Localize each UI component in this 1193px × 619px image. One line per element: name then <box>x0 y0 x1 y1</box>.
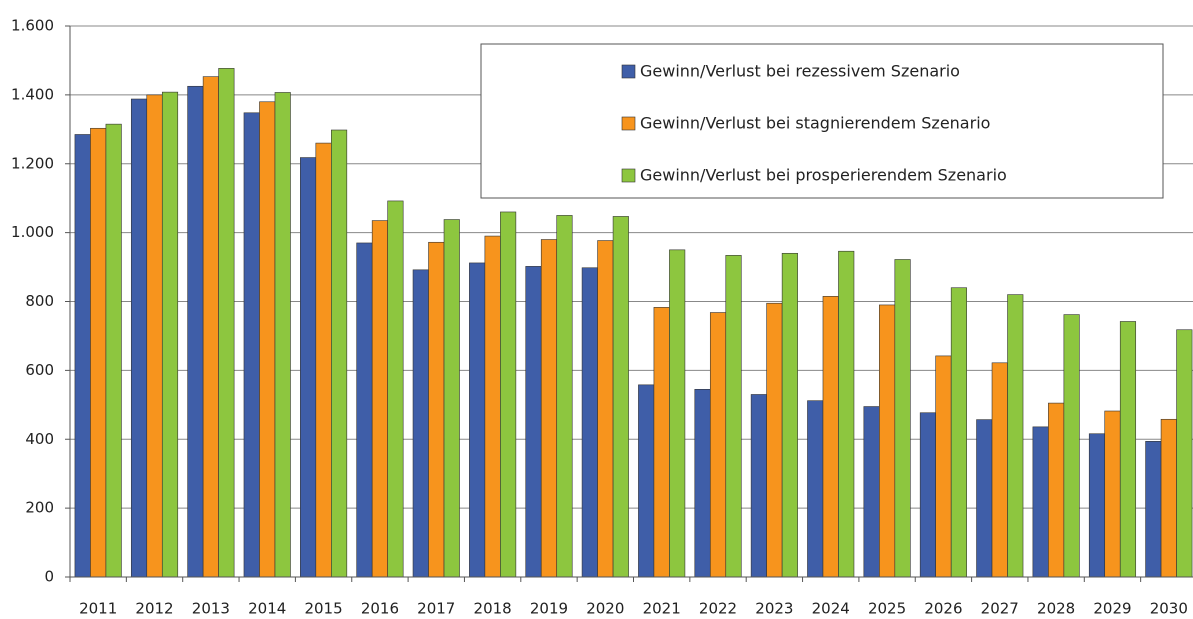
x-tick-label: 2012 <box>135 600 173 618</box>
bar <box>612 216 629 578</box>
x-tick-label: 2025 <box>868 600 906 618</box>
bar <box>894 259 911 578</box>
bar <box>525 266 542 578</box>
bar <box>976 419 993 578</box>
x-tick-label: 2024 <box>812 600 850 618</box>
x-tick-label: 2026 <box>924 600 962 618</box>
bar <box>1048 402 1065 578</box>
y-tick-label: 1.000 <box>11 223 54 241</box>
bar <box>300 157 317 578</box>
y-tick-label: 1.400 <box>11 85 54 103</box>
bar <box>218 68 235 578</box>
bar <box>1104 410 1121 578</box>
bar <box>919 412 936 578</box>
bar <box>991 362 1008 578</box>
bar <box>863 406 880 578</box>
x-tick-label: 2029 <box>1093 600 1131 618</box>
bar <box>766 302 783 578</box>
legend-box <box>480 43 1164 199</box>
bar <box>935 355 952 578</box>
bar <box>1032 426 1049 578</box>
bar <box>274 92 291 578</box>
bar <box>202 76 219 578</box>
y-tick-label: 400 <box>25 430 54 448</box>
bar <box>822 296 839 578</box>
legend: Gewinn/Verlust bei rezessivem Szenario Ge… <box>480 43 1164 199</box>
x-tick-label: 2020 <box>586 600 624 618</box>
bar <box>669 249 686 578</box>
y-tick-label: 0 <box>44 568 54 586</box>
x-tick-label: 2011 <box>79 600 117 618</box>
bar <box>540 239 558 578</box>
x-tick-label: 2030 <box>1150 600 1188 618</box>
bar <box>781 252 798 578</box>
bar <box>709 312 727 578</box>
bar <box>694 389 711 578</box>
y-tick-label: 1.600 <box>11 17 54 35</box>
bar <box>1119 321 1137 578</box>
x-tick-label: 2014 <box>248 600 286 618</box>
bar <box>638 384 655 578</box>
bar <box>146 94 163 578</box>
bar <box>105 123 122 578</box>
bar <box>750 394 767 578</box>
bar <box>484 235 501 578</box>
bar <box>469 262 486 578</box>
bar <box>315 142 332 578</box>
x-tick-label: 2022 <box>699 600 737 618</box>
legend-label: Gewinn/Verlust bei prosperierendem Szena… <box>640 166 1007 185</box>
legend-swatch <box>621 116 636 131</box>
bar <box>1088 433 1106 578</box>
bar <box>950 287 967 578</box>
bar <box>243 112 260 578</box>
y-tick-label: 600 <box>25 361 54 379</box>
bar <box>879 304 896 578</box>
bar <box>371 220 388 578</box>
bar <box>838 250 855 578</box>
x-tick-label: 2018 <box>474 600 512 618</box>
x-tick-label: 2015 <box>304 600 342 618</box>
x-tick-label: 2027 <box>981 600 1019 618</box>
bar <box>161 91 179 578</box>
bar <box>130 98 148 578</box>
bar <box>428 241 445 578</box>
bar <box>597 240 614 578</box>
x-tick-label: 2028 <box>1037 600 1075 618</box>
legend-label: Gewinn/Verlust bei stagnierendem Szenari… <box>640 114 990 133</box>
x-tick-label: 2019 <box>530 600 568 618</box>
bar <box>653 307 670 578</box>
x-tick-label: 2013 <box>192 600 230 618</box>
bar <box>1007 294 1024 578</box>
bar <box>500 211 517 578</box>
bar <box>807 400 824 578</box>
legend-label: Gewinn/Verlust bei rezessivem Szenario <box>640 62 960 81</box>
y-tick-label: 200 <box>25 499 54 517</box>
bar <box>74 134 91 578</box>
x-tick-label: 2017 <box>417 600 455 618</box>
bar <box>556 215 573 578</box>
legend-swatch <box>621 168 636 183</box>
bar <box>331 129 348 578</box>
bar <box>187 85 204 578</box>
y-tick-label: 1.200 <box>11 154 54 172</box>
x-tick-label: 2021 <box>643 600 681 618</box>
bar <box>725 255 742 578</box>
bar <box>90 127 107 578</box>
y-tick-label: 800 <box>25 292 54 310</box>
bar <box>1145 441 1162 578</box>
bar <box>387 200 404 578</box>
bar <box>581 267 598 578</box>
bar <box>1063 314 1080 578</box>
bar <box>259 101 276 578</box>
bar <box>443 219 460 578</box>
x-tick-label: 2016 <box>361 600 399 618</box>
legend-swatch <box>621 64 636 79</box>
bar <box>412 269 429 578</box>
bar <box>1176 329 1193 578</box>
bar <box>1160 418 1177 578</box>
bar <box>356 242 373 578</box>
x-tick-label: 2023 <box>755 600 793 618</box>
